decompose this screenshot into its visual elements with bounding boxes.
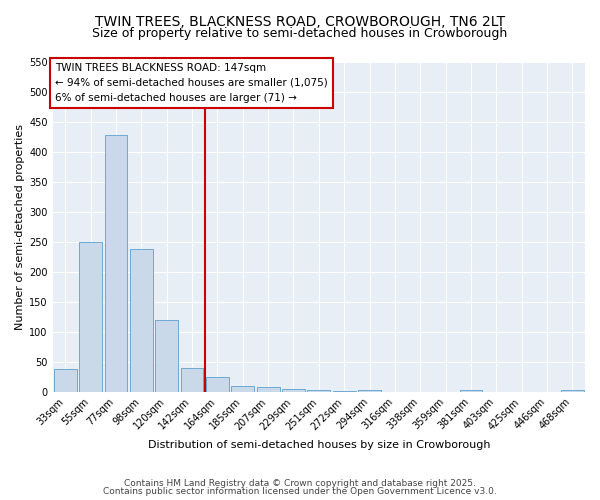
Text: Size of property relative to semi-detached houses in Crowborough: Size of property relative to semi-detach… bbox=[92, 28, 508, 40]
Bar bbox=[333, 391, 356, 392]
Bar bbox=[561, 390, 584, 392]
Bar bbox=[155, 320, 178, 392]
Y-axis label: Number of semi-detached properties: Number of semi-detached properties bbox=[15, 124, 25, 330]
Bar bbox=[206, 377, 229, 392]
Text: TWIN TREES BLACKNESS ROAD: 147sqm
← 94% of semi-detached houses are smaller (1,0: TWIN TREES BLACKNESS ROAD: 147sqm ← 94% … bbox=[55, 63, 328, 103]
Text: Contains public sector information licensed under the Open Government Licence v3: Contains public sector information licen… bbox=[103, 487, 497, 496]
Bar bbox=[282, 389, 305, 392]
Bar bbox=[181, 368, 203, 392]
Bar bbox=[232, 386, 254, 392]
Bar bbox=[54, 369, 77, 392]
Bar bbox=[460, 390, 482, 392]
X-axis label: Distribution of semi-detached houses by size in Crowborough: Distribution of semi-detached houses by … bbox=[148, 440, 490, 450]
Bar bbox=[257, 387, 280, 392]
Bar bbox=[307, 390, 330, 392]
Bar bbox=[130, 250, 153, 392]
Text: TWIN TREES, BLACKNESS ROAD, CROWBOROUGH, TN6 2LT: TWIN TREES, BLACKNESS ROAD, CROWBOROUGH,… bbox=[95, 15, 505, 29]
Bar bbox=[358, 390, 381, 392]
Bar bbox=[104, 135, 127, 392]
Bar bbox=[79, 242, 102, 392]
Text: Contains HM Land Registry data © Crown copyright and database right 2025.: Contains HM Land Registry data © Crown c… bbox=[124, 478, 476, 488]
